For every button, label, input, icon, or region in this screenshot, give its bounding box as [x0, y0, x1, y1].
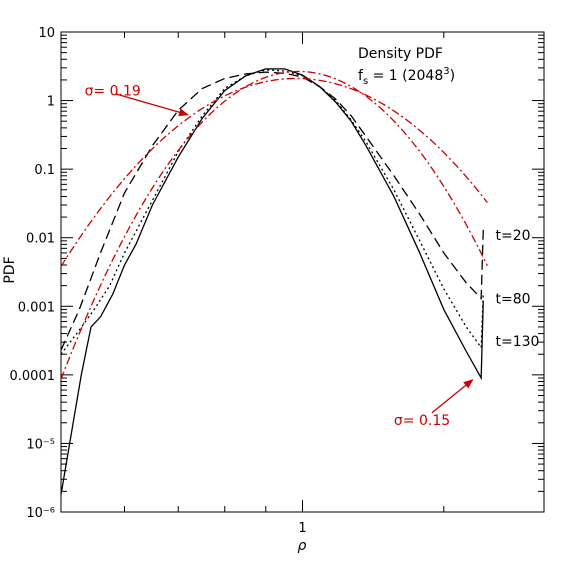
sigma-arrow-1 [431, 379, 474, 414]
y-tick-label: 0.0001 [10, 369, 56, 384]
series-label-2: t=130 [495, 334, 539, 350]
y-tick-label: 0.01 [26, 232, 55, 247]
subtitle-prefix: f [358, 68, 364, 84]
subtitle-superscript: 3 [443, 66, 449, 77]
subtitle-close: ) [450, 68, 455, 84]
y-tick-label: 1 [47, 95, 55, 110]
chart-subtitle: fs = 1 (20483) [358, 66, 455, 87]
y-axis-label: PDF [2, 256, 18, 283]
x-tick-label: 1 [298, 521, 306, 536]
series-line-2 [61, 68, 484, 495]
series-line-0 [61, 71, 484, 351]
y-tick-label: 10⁻⁵ [26, 437, 55, 452]
subtitle-suffix: = 1 (2048 [368, 68, 443, 84]
subtitle-subscript: s [363, 76, 368, 87]
series-line-4 [61, 70, 488, 380]
y-tick-label: 10 [38, 26, 55, 41]
y-tick-label: 0.001 [18, 300, 55, 315]
series-line-1 [61, 69, 484, 355]
x-axis-label: ρ [298, 538, 307, 554]
sigma-label-1: σ= 0.15 [394, 413, 450, 429]
y-tick-label: 10⁻⁶ [26, 506, 55, 521]
y-tick-label: 0.1 [34, 163, 55, 178]
sigma-arrow-0 [115, 93, 190, 117]
plot-frame [60, 31, 545, 513]
series-label-1: t=80 [495, 291, 530, 307]
chart-title: Density PDF [358, 46, 443, 62]
series-label-0: t=20 [495, 228, 530, 244]
series-line-3 [61, 77, 488, 267]
sigma-label-0: σ= 0.19 [85, 84, 141, 100]
